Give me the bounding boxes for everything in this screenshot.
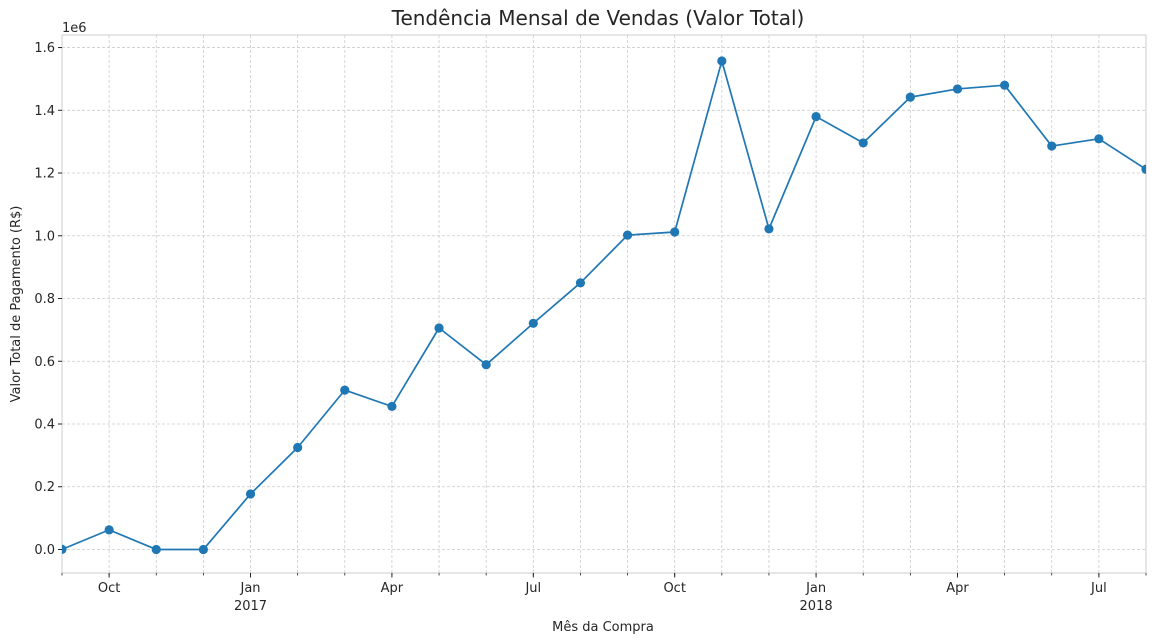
x-axis-label: Mês da Compra (552, 620, 654, 635)
series-line (62, 60, 1146, 551)
data-point (1000, 80, 1010, 90)
data-point (340, 385, 350, 395)
y-tick-label: 1.2 (34, 167, 55, 182)
data-point (293, 442, 303, 453)
x-tick-year-label: 2018 (800, 599, 833, 614)
grid (61, 35, 1147, 573)
x-tick-label: Apr (381, 581, 404, 596)
y-axis-ticks: 0.0 0.2 0.4 0.6 0.8 1.0 1.2 1.4 1.6 (34, 41, 62, 558)
data-point (1047, 141, 1057, 151)
data-point (1141, 164, 1146, 174)
data-point (858, 138, 868, 148)
data-point (670, 227, 680, 237)
x-tick-label: Oct (98, 581, 120, 596)
y-tick-label: 0.0 (34, 543, 55, 558)
x-tick-label: Oct (663, 581, 685, 596)
data-point (905, 92, 915, 102)
data-point (62, 544, 67, 554)
y-tick-label: 1.6 (34, 41, 55, 56)
series-group (62, 56, 1146, 555)
data-point (104, 525, 114, 535)
x-tick-label: Jul (524, 581, 541, 596)
data-point (387, 401, 397, 412)
data-point (811, 111, 821, 122)
plot-area (61, 34, 1147, 574)
y-tick-label: 1.0 (34, 229, 55, 244)
data-point (198, 544, 208, 555)
x-tick-year-label: 2017 (234, 599, 267, 614)
y-tick-label: 0.2 (34, 480, 55, 495)
data-point (1094, 134, 1104, 144)
x-axis-ticks: Oct Jan 2017 Apr Jul Oct Jan 2018 Apr Jul (61, 573, 1147, 614)
data-point (764, 224, 774, 234)
x-tick-label: Jan (239, 581, 260, 596)
y-tick-label: 1.4 (34, 104, 55, 119)
x-tick-label: Jan (805, 581, 826, 596)
data-point (575, 278, 586, 288)
series-layer (62, 56, 1146, 555)
y-tick-label: 0.4 (34, 417, 55, 432)
chart-title: Tendência Mensal de Vendas (Valor Total) (391, 6, 805, 30)
data-point (528, 318, 538, 328)
data-point (151, 544, 161, 555)
y-tick-label: 0.8 (34, 292, 55, 307)
data-point (622, 230, 633, 240)
y-tick-label: 0.6 (34, 355, 55, 370)
x-tick-label: Jul (1090, 581, 1107, 596)
data-point (434, 323, 444, 333)
x-tick-label: Apr (946, 581, 969, 596)
data-point (245, 489, 256, 499)
data-point (481, 360, 491, 370)
data-point (717, 56, 727, 66)
y-axis-label: Valor Total de Pagamento (R$) (9, 206, 24, 403)
data-point (952, 84, 963, 94)
y-offset-text: 1e6 (62, 21, 87, 36)
